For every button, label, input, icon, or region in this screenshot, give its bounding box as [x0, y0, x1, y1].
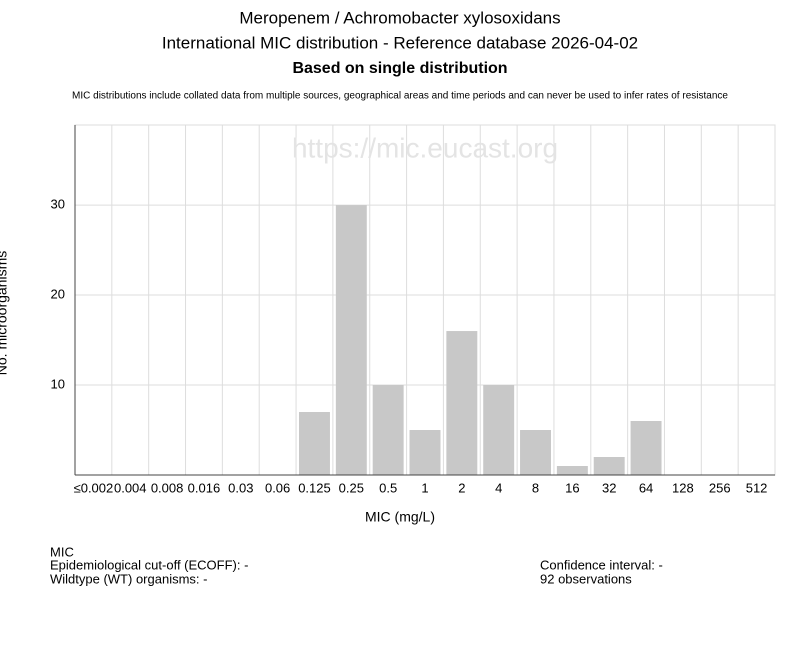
x-tick-label: ≤0.002: [74, 480, 114, 495]
x-tick-label: 1: [421, 480, 428, 495]
x-tick-label: 2: [458, 480, 465, 495]
x-tick-label: 0.25: [339, 480, 364, 495]
bar: [409, 430, 441, 475]
x-tick-label: 32: [602, 480, 616, 495]
bar: [593, 457, 625, 475]
bar: [446, 331, 478, 475]
bar: [483, 385, 515, 475]
x-tick-label: 16: [565, 480, 579, 495]
x-tick-label: 0.03: [228, 480, 253, 495]
x-tick-label: 4: [495, 480, 502, 495]
watermark: https://mic.eucast.org: [292, 132, 558, 163]
y-tick-label: 20: [51, 286, 65, 301]
bar: [299, 412, 330, 475]
bar: [556, 466, 588, 475]
x-tick-label: 8: [532, 480, 539, 495]
bar: [520, 430, 551, 475]
x-tick-label: 0.008: [151, 480, 184, 495]
footer-text: Confidence interval: -: [540, 557, 663, 572]
x-tick-label: 0.004: [114, 480, 147, 495]
x-tick-label: 0.5: [379, 480, 397, 495]
x-axis-label: MIC (mg/L): [365, 509, 435, 525]
bar: [372, 385, 404, 475]
note: MIC distributions include collated data …: [72, 91, 728, 102]
y-tick-label: 30: [51, 197, 65, 212]
footer-text: 92 observations: [540, 571, 632, 586]
x-tick-label: 256: [709, 480, 731, 495]
y-tick-label: 10: [51, 376, 65, 391]
footer-text: MIC: [50, 544, 74, 559]
footer-text: Wildtype (WT) organisms: -: [50, 571, 207, 586]
x-tick-label: 0.125: [298, 480, 331, 495]
x-tick-label: 128: [672, 480, 694, 495]
x-tick-label: 0.016: [188, 480, 221, 495]
x-tick-label: 0.06: [265, 480, 290, 495]
x-tick-label: 512: [746, 480, 768, 495]
bar: [335, 205, 367, 475]
chart-subtitle: Based on single distribution: [292, 60, 507, 77]
footer-text: Epidemiological cut-off (ECOFF): -: [50, 557, 248, 572]
bar: [630, 421, 662, 475]
plot-frame: [74, 124, 776, 476]
x-tick-label: 64: [639, 480, 653, 495]
y-axis-label: No. microorganisms: [0, 251, 10, 375]
chart-title: Meropenem / Achromobacter xylosoxidans: [239, 8, 560, 27]
chart-subtitle: International MIC distribution - Referen…: [162, 33, 638, 52]
